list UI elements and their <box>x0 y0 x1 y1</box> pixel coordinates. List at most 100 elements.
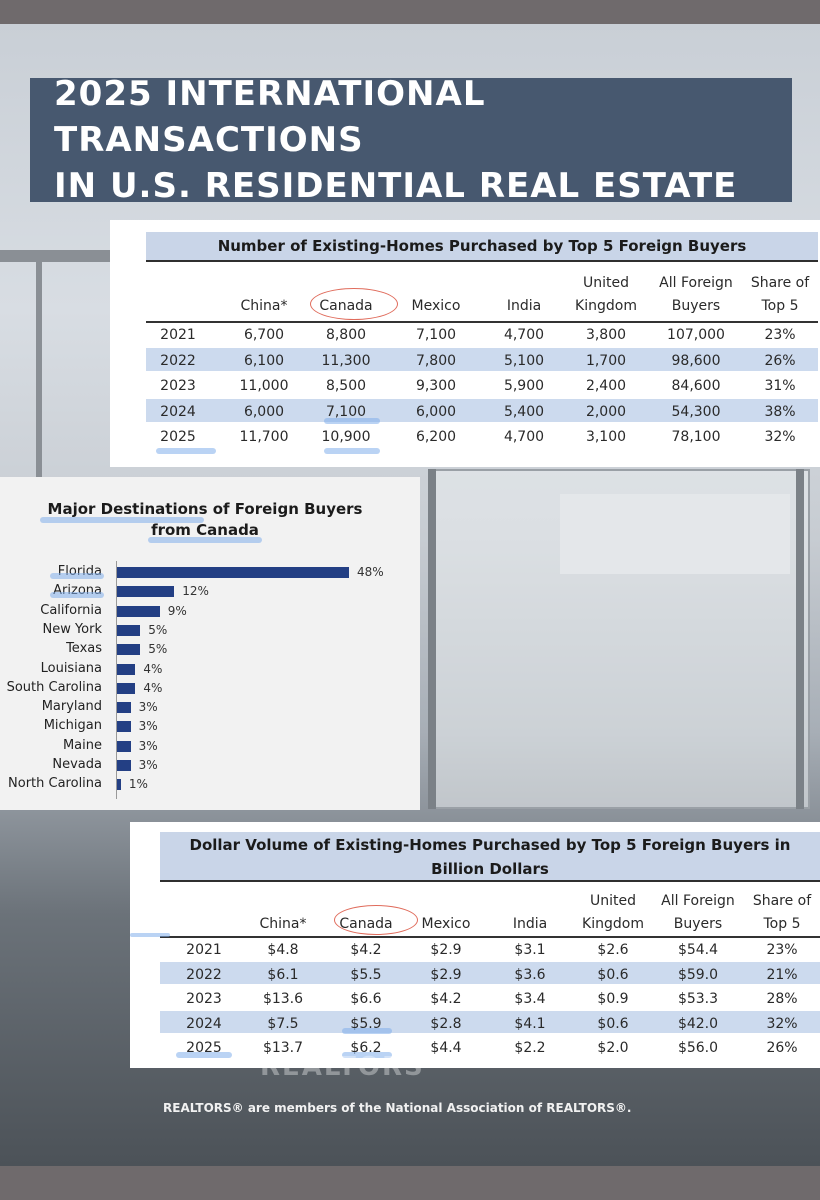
column-header-line: Share of <box>752 893 812 909</box>
window-glass <box>560 494 790 574</box>
column-header: China* <box>229 272 299 318</box>
table-cell: 98,600 <box>671 352 721 369</box>
table-cell: $2.9 <box>430 942 462 958</box>
table-cell: 32% <box>764 429 796 445</box>
bar <box>116 644 141 656</box>
column-header-line: Mexico <box>411 298 461 314</box>
table-cell: 11,700 <box>239 429 289 445</box>
bar-label: North Carolina <box>8 776 102 792</box>
column-header-line: Top 5 <box>763 916 801 932</box>
destinations-title-highlight <box>40 517 204 523</box>
column-header-line: Buyers <box>671 298 721 314</box>
row-year: 2022 <box>160 352 196 369</box>
bar-label: South Carolina <box>6 679 102 695</box>
header-divider <box>160 936 820 938</box>
row-band <box>160 1010 820 1033</box>
table-cell: 7,800 <box>415 352 457 369</box>
table-cell: 8,800 <box>325 327 367 343</box>
table-cell: 23% <box>764 327 796 343</box>
top-border <box>0 0 820 24</box>
canada-2024-highlight <box>342 1028 392 1034</box>
table-cell: 10,900 <box>321 429 371 445</box>
bar <box>116 663 136 675</box>
column-header: United Kingdom <box>568 890 658 936</box>
table-cell: 11,300 <box>321 352 371 369</box>
column-header-line: Top 5 <box>761 298 799 314</box>
row-year: 2024 <box>186 1015 222 1032</box>
table-cell: $4.2 <box>430 991 462 1007</box>
header-divider <box>146 321 818 323</box>
table-cell: $42.0 <box>677 1015 719 1032</box>
bar-label: New York <box>42 621 102 637</box>
table-cell: $13.7 <box>262 1040 304 1056</box>
destinations-title-line-2: from Canada <box>151 521 259 539</box>
table-cell: $0.9 <box>597 991 629 1007</box>
table-cell: $53.3 <box>677 991 719 1007</box>
column-header-line: Share of <box>750 275 810 291</box>
table-cell: $54.4 <box>677 942 719 958</box>
row-year: 2025 <box>160 429 196 445</box>
row-year: 2024 <box>160 403 196 420</box>
table-cell: 23% <box>766 942 798 958</box>
homes-count-table: Number of Existing-Homes Purchased by To… <box>110 220 820 467</box>
column-header-line: Kingdom <box>582 916 644 932</box>
main-title-line-2: IN U.S. RESIDENTIAL REAL ESTATE <box>54 166 738 206</box>
column-header: Share of Top 5 <box>742 890 820 936</box>
table-cell: 3,800 <box>585 327 627 343</box>
table-cell: $3.4 <box>514 991 546 1007</box>
table-cell: 54,300 <box>671 403 721 420</box>
column-header: All Foreign Buyers <box>648 890 748 936</box>
column-header: Mexico <box>396 272 476 318</box>
bar-label: California <box>40 602 102 618</box>
destinations-title-line-1: Major Destinations of Foreign Buyers <box>47 500 363 518</box>
window-frame <box>428 469 436 809</box>
table-cell: 2,000 <box>585 403 627 420</box>
column-header-line <box>406 890 486 913</box>
table-cell: $6.1 <box>267 966 299 983</box>
beam <box>36 262 42 492</box>
column-header-line: All Foreign <box>659 275 733 291</box>
table-cell: 5,400 <box>503 403 545 420</box>
column-header-line: Buyers <box>673 916 723 932</box>
row-year: 2021 <box>186 942 222 958</box>
table-cell: $13.6 <box>262 991 304 1007</box>
column-header-line <box>489 272 559 295</box>
bar <box>116 605 160 617</box>
column-header-line: India <box>506 298 542 314</box>
axis-line <box>116 561 117 799</box>
table-cell: 6,200 <box>415 429 457 445</box>
bar-label: Maryland <box>41 699 102 715</box>
table-cell: 26% <box>764 352 796 369</box>
bar-value-label: 12% <box>182 584 209 599</box>
table-cell: 5,900 <box>503 378 545 394</box>
column-header: India <box>489 272 559 318</box>
table-cell: $7.5 <box>267 1015 299 1032</box>
table-cell: 31% <box>764 378 796 394</box>
column-header-line: China* <box>259 916 307 932</box>
table-cell: $5.5 <box>350 966 382 983</box>
table-cell: 84,600 <box>671 378 721 394</box>
table-cell: 1,700 <box>585 352 627 369</box>
table-cell: 6,000 <box>415 403 457 420</box>
homes-count-table-title: Number of Existing-Homes Purchased by To… <box>146 232 818 262</box>
table-cell: 6,700 <box>243 327 285 343</box>
year-2025-highlight <box>156 448 216 454</box>
bar <box>116 740 131 752</box>
table-cell: $5.9 <box>350 1015 382 1032</box>
column-header-line <box>248 890 318 913</box>
ghost-logo-text: REALTORS <box>260 1052 425 1082</box>
bar-value-label: 9% <box>167 603 187 618</box>
main-title-line-1: 2025 INTERNATIONAL TRANSACTIONS <box>54 74 486 160</box>
arizona-highlight <box>50 592 104 599</box>
year-2025-highlight <box>176 1052 232 1058</box>
table-cell: $2.8 <box>430 1015 462 1032</box>
bar <box>116 760 131 771</box>
column-header: United Kingdom <box>561 272 651 318</box>
table-cell: $3.6 <box>514 966 546 983</box>
table-cell: 5,100 <box>503 352 545 369</box>
destinations-title-highlight <box>148 537 262 543</box>
column-header-line: Kingdom <box>575 298 637 314</box>
table-cell: 9,300 <box>415 378 457 394</box>
bar-label: Texas <box>66 641 102 657</box>
table-cell: 28% <box>766 991 798 1007</box>
